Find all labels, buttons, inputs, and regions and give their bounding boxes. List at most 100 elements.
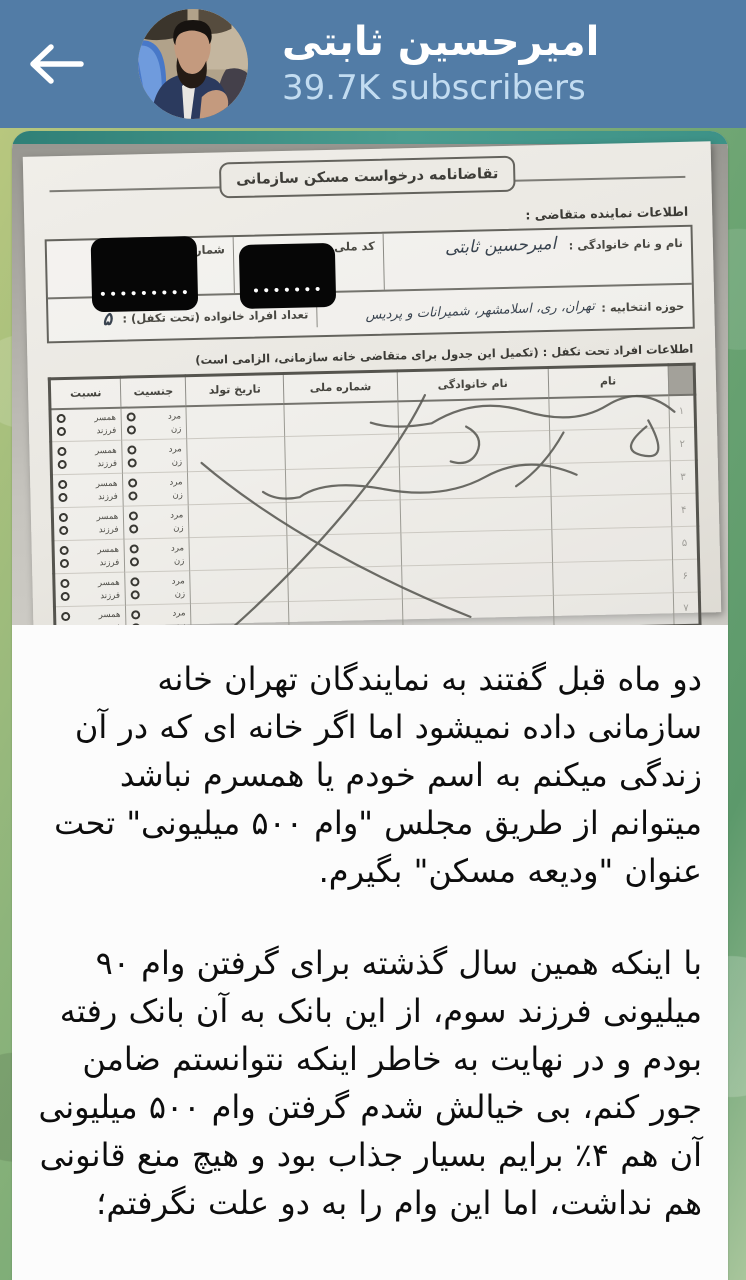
message-caption: دو ماه قبل گفتند به نمایندگان تهران خانه… xyxy=(12,625,728,1247)
radio-circle-icon xyxy=(60,578,70,589)
relation-option-spouse: همسر xyxy=(95,478,118,489)
col-last-name: نام خانوادگی xyxy=(397,367,549,401)
constituency-label: حوزه انتخابیه : xyxy=(601,298,685,315)
radio-circle-icon xyxy=(130,557,140,567)
radio-circle-icon xyxy=(131,609,141,620)
caption-paragraph-1: دو ماه قبل گفتند به نمایندگان تهران خانه… xyxy=(54,660,702,890)
birth-date-cell xyxy=(189,535,288,571)
radio-circle-icon xyxy=(56,414,66,424)
redaction-dots: ••••••••• xyxy=(98,285,192,304)
radio-circle-icon xyxy=(130,590,141,600)
applicant-info-box: نام و نام خانوادگی : امیرحسین ثابتی کد م… xyxy=(44,224,695,344)
first-name-cell xyxy=(552,592,674,625)
relation-cell: همسر فرزند xyxy=(49,407,122,442)
col-relation: نسبت xyxy=(49,377,122,409)
back-arrow-icon xyxy=(30,44,84,84)
first-name-cell xyxy=(548,394,670,431)
gender-cell: مرد زن xyxy=(123,504,190,540)
radio-circle-icon xyxy=(128,478,138,488)
form-title: تقاضانامه درخواست مسکن سازمانی xyxy=(218,155,516,199)
gender-option-male: مرد xyxy=(172,608,186,619)
radio-circle-icon xyxy=(127,425,137,435)
relation-option-child: فرزند xyxy=(97,491,118,502)
row-number: ۶ xyxy=(672,559,700,593)
relation-option-spouse: همسر xyxy=(97,577,120,588)
col-row-number xyxy=(667,364,695,395)
header-titles[interactable]: امیرحسین ثابتی 39.7K subscribers xyxy=(282,19,599,108)
relation-cell: همسر فرزند xyxy=(51,473,124,508)
avatar-photo xyxy=(138,9,248,119)
radio-circle-icon xyxy=(57,459,67,470)
radio-circle-icon xyxy=(58,492,68,503)
relation-cell: همسر فرزند xyxy=(52,506,125,541)
radio-circle-icon xyxy=(61,624,71,625)
members-tbody: ۱ مرد زن همسر فرزند ۲ مرد زن xyxy=(49,394,701,625)
col-first-name: نام xyxy=(547,364,669,398)
subscriber-count: 39.7K subscribers xyxy=(282,68,586,109)
relation-option-child: فرزند xyxy=(101,623,121,625)
gender-option-male: مرد xyxy=(170,542,185,554)
radio-circle-icon xyxy=(127,458,138,468)
chat-wallpaper: تقاضانامه درخواست مسکن سازمانی اطلاعات ن… xyxy=(0,128,746,1280)
radio-circle-icon xyxy=(56,427,67,437)
national-id-cell xyxy=(284,433,400,470)
row-number: ۱ xyxy=(668,394,696,428)
gender-option-male: مرد xyxy=(167,411,182,422)
last-name-cell xyxy=(402,595,554,625)
name-field: نام و نام خانوادگی : امیرحسین ثابتی xyxy=(382,226,692,290)
back-button[interactable] xyxy=(26,34,86,94)
avatar[interactable] xyxy=(138,9,248,119)
form-title-row: تقاضانامه درخواست مسکن سازمانی xyxy=(43,150,692,213)
last-name-cell xyxy=(400,496,552,533)
radio-circle-icon xyxy=(58,512,69,523)
first-name-cell xyxy=(551,526,673,563)
radio-circle-icon xyxy=(59,525,69,536)
radio-circle-icon xyxy=(59,545,69,556)
row-number: ۷ xyxy=(672,592,701,625)
gender-option-female: زن xyxy=(171,456,183,468)
first-name-cell xyxy=(550,493,672,530)
radio-circle-icon xyxy=(130,577,140,587)
radio-circle-icon xyxy=(129,524,139,534)
constituency-field: حوزه انتخابیه : تهران، ری، اسلامشهر، شمی… xyxy=(316,293,693,327)
birth-date-cell xyxy=(190,568,289,604)
first-name-cell xyxy=(549,427,670,464)
col-birth-date: تاریخ تولد xyxy=(185,373,284,406)
birth-date-cell xyxy=(187,436,286,472)
relation-option-spouse: همسر xyxy=(94,445,117,456)
radio-circle-icon xyxy=(126,412,137,422)
national-id-cell xyxy=(283,400,399,437)
gender-option-female: زن xyxy=(173,522,184,534)
col-gender: جنسیت xyxy=(120,375,187,408)
attached-photo[interactable]: تقاضانامه درخواست مسکن سازمانی اطلاعات ن… xyxy=(12,131,728,625)
relation-option-spouse: همسر xyxy=(97,544,120,555)
handwritten-constituency: تهران، ری، اسلامشهر، شمیرانات و پردیس xyxy=(365,298,596,323)
last-name-cell xyxy=(397,397,550,434)
name-label: نام و نام خانوادگی : xyxy=(568,235,684,253)
radio-circle-icon xyxy=(60,591,70,602)
national-id-cell xyxy=(288,598,404,625)
gender-option-male: مرد xyxy=(169,476,183,488)
relation-option-spouse: همسر xyxy=(94,412,117,424)
national-id-cell xyxy=(287,565,403,602)
gender-option-female: زن xyxy=(170,424,182,435)
national-id-cell xyxy=(286,499,401,536)
gender-option-male: مرد xyxy=(171,575,185,587)
row-number: ۲ xyxy=(669,427,697,461)
relation-option-child: فرزند xyxy=(96,425,117,437)
radio-circle-icon xyxy=(129,511,139,521)
relation-option-spouse: همسر xyxy=(98,609,121,621)
last-name-cell xyxy=(401,562,553,599)
col-national-id: شماره ملی xyxy=(283,370,398,404)
last-name-cell xyxy=(398,430,550,467)
relation-option-child: فرزند xyxy=(97,458,118,469)
gender-cell: مرد زن xyxy=(125,603,192,625)
radio-circle-icon xyxy=(129,544,140,554)
chat-header: امیرحسین ثابتی 39.7K subscribers xyxy=(0,0,746,128)
radio-circle-icon xyxy=(58,479,68,490)
gender-option-male: مرد xyxy=(170,509,184,521)
gender-option-female: زن xyxy=(172,489,183,501)
row-number: ۳ xyxy=(669,460,698,494)
relation-option-child: فرزند xyxy=(100,590,121,601)
